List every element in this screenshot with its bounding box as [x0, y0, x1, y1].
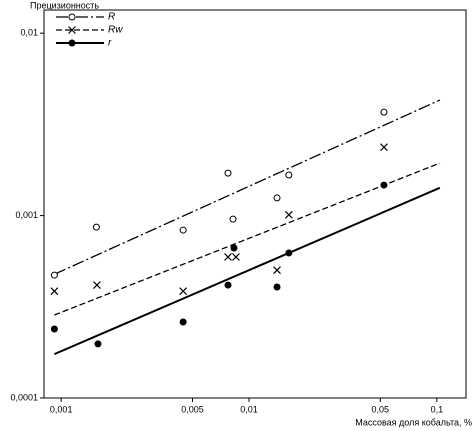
- legend-marker: [68, 26, 76, 34]
- point: [284, 210, 293, 219]
- point: [380, 143, 388, 152]
- point: [273, 283, 281, 291]
- point: [232, 253, 240, 261]
- point: [50, 271, 58, 279]
- plot-frame: [43, 9, 467, 399]
- point: [285, 249, 293, 257]
- legend-marker: [68, 13, 76, 21]
- point: [50, 325, 58, 333]
- x-tick-label: 0,001: [50, 404, 73, 414]
- point: [380, 108, 388, 116]
- point: [92, 223, 100, 231]
- point: [50, 287, 59, 296]
- point: [224, 169, 232, 177]
- point: [285, 171, 293, 179]
- point: [229, 215, 237, 223]
- point: [179, 318, 187, 326]
- x-tick-label: 0,005: [181, 404, 204, 414]
- point: [224, 253, 232, 261]
- point: [230, 244, 238, 252]
- fit-line: [53, 186, 441, 356]
- point: [224, 281, 232, 289]
- point: [380, 181, 388, 189]
- x-tick-label: 0,1: [431, 404, 444, 414]
- point: [94, 340, 102, 348]
- y-axis-label: Прецизионность: [30, 0, 99, 10]
- x-tick-label: 0,01: [240, 404, 258, 414]
- legend-label: Rw: [108, 25, 123, 36]
- fit-line: [54, 99, 441, 275]
- x-axis-label: Массовая доля кобальта, %: [355, 417, 472, 427]
- y-tick-label: 0,0001: [10, 392, 38, 402]
- legend-label: r: [108, 38, 112, 49]
- point: [179, 226, 187, 234]
- y-tick-label: 0,001: [15, 210, 38, 220]
- point: [93, 281, 101, 289]
- point: [273, 194, 281, 202]
- legend-label: R: [108, 12, 115, 23]
- point: [179, 287, 188, 296]
- point: [273, 266, 281, 275]
- x-tick-label: 0,05: [372, 404, 390, 414]
- legend-marker: [68, 39, 76, 47]
- fit-line: [54, 162, 441, 316]
- y-tick-label: 0,01: [20, 28, 38, 38]
